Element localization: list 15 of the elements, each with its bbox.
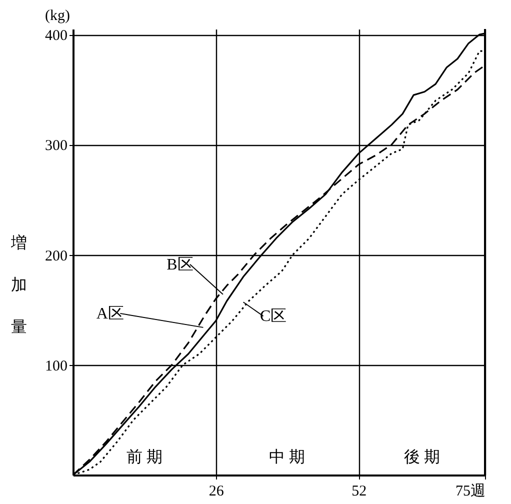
text: (kg) [45, 8, 70, 24]
x-tick-label: 52 [352, 484, 367, 500]
x-tick-label: 26 [208, 484, 224, 500]
y-tick-label: 200 [45, 248, 68, 264]
annotation: 後 期 [404, 448, 440, 466]
annotation: C区 [260, 308, 287, 326]
y-tick-label: 400 [45, 28, 68, 44]
annotation: A区 [96, 305, 124, 322]
y-tick-label: 100 [45, 358, 68, 374]
annotation: B区 [166, 256, 194, 274]
y-tick-label: 300 [45, 138, 68, 154]
text: 増加量 [11, 235, 27, 336]
annotation: 中 期 [269, 448, 306, 466]
annotation: 前 期 [126, 448, 162, 466]
x-tick-label: 75週 [456, 484, 486, 500]
